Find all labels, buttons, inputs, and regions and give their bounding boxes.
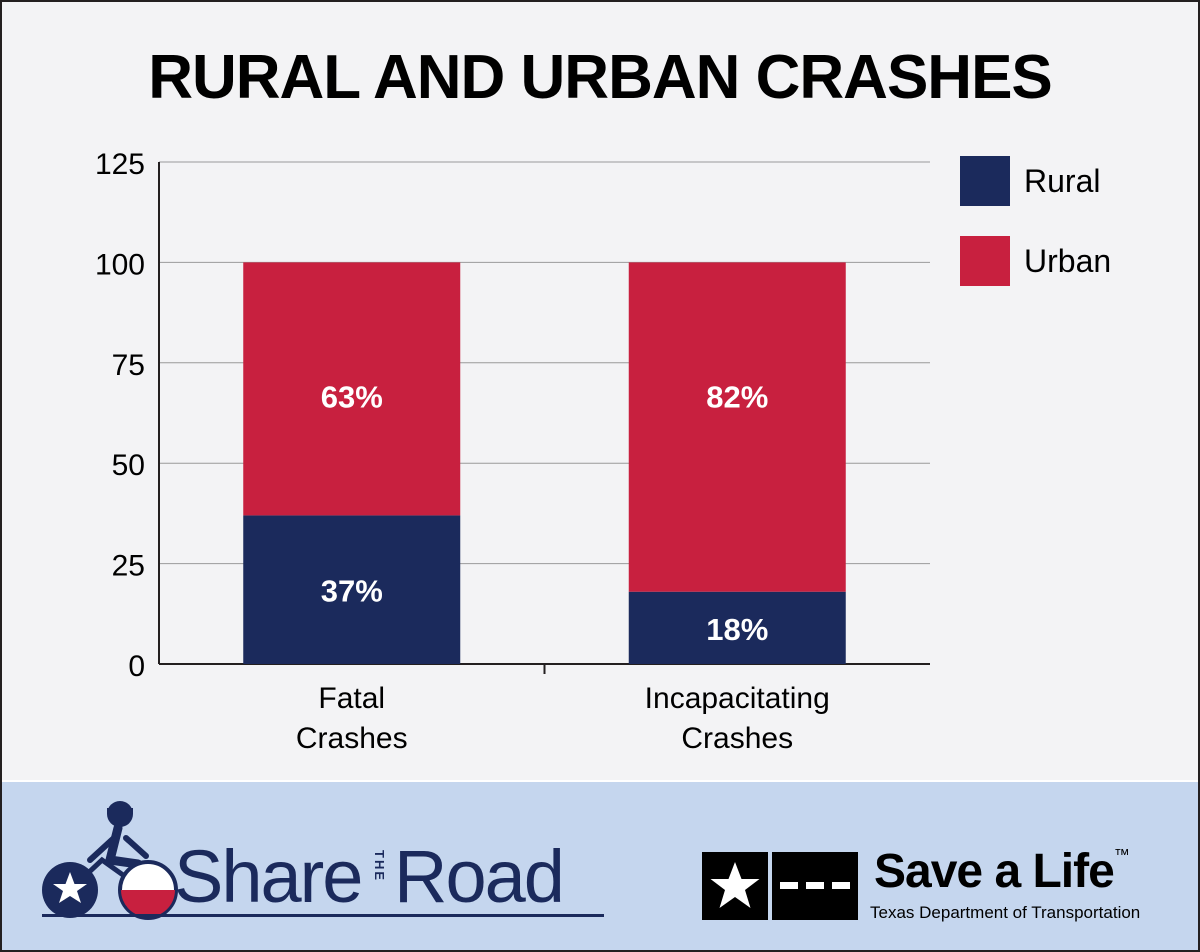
y-tick-label: 75 [112, 349, 145, 382]
legend-label: Rural [1024, 163, 1100, 199]
x-category-label: Crashes [296, 722, 408, 755]
txdot-agency-name: Texas Department of Transportation [870, 903, 1141, 922]
x-category-label: Crashes [681, 722, 793, 755]
y-tick-label: 50 [112, 449, 145, 482]
legend-swatch-urban [960, 236, 1010, 286]
footer-banner [2, 780, 1198, 950]
star-flag-icon [702, 852, 858, 920]
legend-swatch-rural [960, 156, 1010, 206]
data-label: 18% [706, 612, 768, 647]
y-tick-label: 25 [112, 550, 145, 583]
bar-urban [243, 262, 461, 516]
data-label: 82% [706, 379, 768, 414]
y-tick-label: 125 [95, 148, 145, 181]
data-label: 37% [321, 574, 383, 609]
trademark-symbol: ™ [1113, 847, 1130, 864]
x-category-label: Incapacitating [645, 682, 830, 715]
bar-rural [628, 591, 846, 664]
x-category-label: Fatal [318, 682, 385, 715]
chart-title: RURAL AND URBAN CRASHES [148, 43, 1053, 112]
legend-label: Urban [1024, 243, 1111, 279]
y-tick-label: 100 [95, 248, 145, 281]
save-a-life-slogan: Save a Life™ [874, 845, 1130, 898]
share-the-road-word-the: THE [372, 850, 387, 882]
stacked-bar-chart: 0 25 50 75 100 125 37% 63% Fatal Crashes 18% 82% Inc… [95, 148, 1111, 755]
bar-rural [243, 515, 461, 664]
cyclist-icon [42, 801, 178, 920]
share-the-road-word-share: Share [174, 835, 363, 918]
logo-underline [42, 914, 604, 917]
bar-urban [628, 262, 846, 592]
y-tick-label: 0 [128, 650, 145, 683]
share-the-road-word-road: Road [394, 835, 565, 918]
data-label: 63% [321, 379, 383, 414]
